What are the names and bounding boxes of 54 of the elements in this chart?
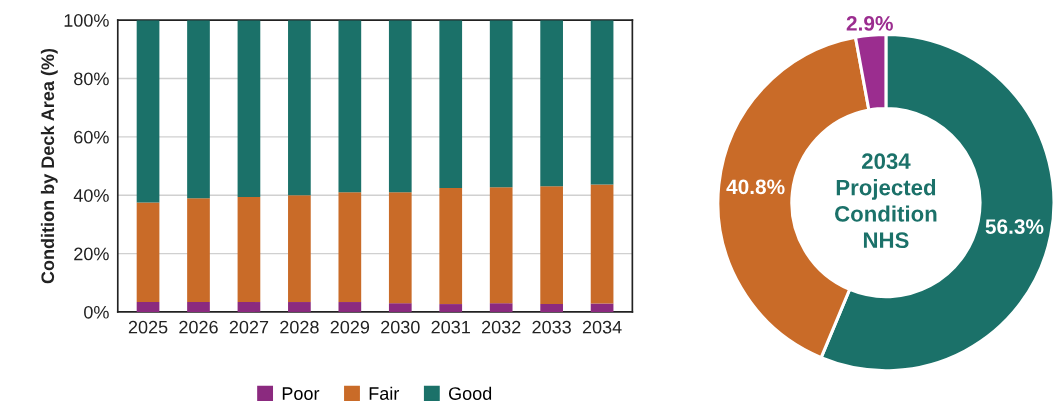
bar [489,303,513,312]
bar [136,302,160,312]
bar [590,303,614,312]
x-tick-label: 2026 [179,320,218,334]
text: 2034 Projected Condition NHS [835,153,937,249]
bar [237,20,261,197]
y-tick-label: 0% [84,305,109,319]
x-tick-label: 2031 [431,320,470,334]
bar [338,20,362,193]
legend-label: Poor [282,387,320,400]
data-label: 56.3% [985,219,1044,234]
y-tick-label: 40% [73,189,109,202]
x-tick-label: 2030 [381,320,420,334]
x-tick-label: 2025 [128,320,168,334]
bar [540,20,563,187]
x-tick-label: 2033 [532,320,571,334]
data-label: 2.9% [846,16,893,31]
data-label: 40.8% [726,179,785,195]
y-axis-title: Condition by Deck Area (%) [40,48,58,284]
bar [388,303,412,312]
legend-label: Fair [369,386,400,400]
bar [590,20,614,185]
bar [187,20,210,199]
x-tick-label: 2029 [330,320,370,334]
y-tick-label: 100% [64,14,109,27]
x-tick-label: 2028 [280,320,319,334]
bar [187,198,210,303]
bar [439,304,463,312]
bar [288,20,311,196]
bar [338,302,362,312]
y-tick-label: 20% [74,247,109,261]
bar [590,184,614,304]
legend-label: Good [448,386,492,400]
bar [288,195,311,303]
bar [136,202,160,303]
bar [237,302,261,312]
bar [439,20,463,188]
bar [489,187,513,304]
y-tick-label: 60% [74,130,109,144]
bar [338,192,362,303]
x-tick-label: 2027 [229,320,269,334]
bar [439,187,463,305]
bar [187,302,210,312]
y-tick-label: 80% [74,72,109,86]
bar [489,20,513,188]
bar [540,186,563,305]
bar [388,20,412,193]
bar [288,302,311,312]
x-tick-label: 2034 [582,320,622,334]
bar [136,20,160,203]
bar [237,196,261,303]
bar [388,192,412,304]
x-tick-label: 2032 [482,320,521,334]
bar [540,304,563,312]
